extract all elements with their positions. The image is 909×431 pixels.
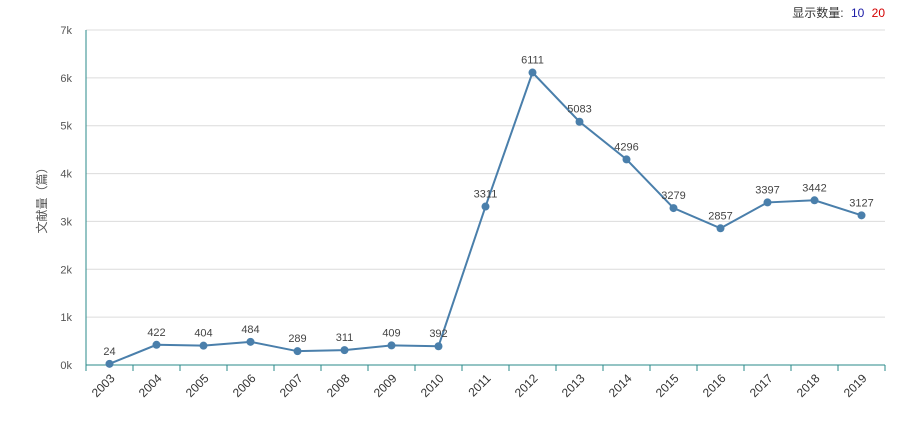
x-tick-label: 2018 — [794, 371, 823, 400]
data-label: 422 — [147, 327, 165, 339]
x-tick-label: 2005 — [183, 371, 212, 400]
display-count-option-10[interactable]: 10 — [850, 6, 865, 20]
data-label: 3279 — [661, 190, 685, 202]
data-point[interactable] — [857, 211, 866, 220]
y-axis-ticks: 0k 1k 2k 3k 4k 5k 6k 7k — [60, 25, 72, 372]
data-label: 6111 — [521, 55, 544, 67]
data-point[interactable] — [810, 196, 819, 205]
series — [105, 68, 866, 368]
x-tick-label: 2013 — [559, 371, 588, 400]
x-tick-label: 2016 — [700, 371, 729, 400]
data-label: 289 — [288, 333, 306, 345]
data-label: 3127 — [849, 197, 873, 209]
series-line — [109, 70, 862, 365]
data-point[interactable] — [340, 346, 349, 355]
y-tick-label: 7k — [60, 25, 72, 37]
display-count-control: 显示数量: 10 20 — [788, 4, 885, 21]
x-tick-label: 2007 — [277, 371, 306, 400]
data-point[interactable] — [293, 347, 302, 356]
x-tick-label: 2019 — [841, 371, 870, 400]
x-tick-label: 2011 — [465, 371, 493, 399]
data-point[interactable] — [622, 155, 631, 164]
data-label: 4296 — [614, 141, 638, 153]
y-tick-label: 6k — [60, 73, 72, 85]
y-axis-label: 文献量（篇） — [34, 161, 49, 233]
display-count-option-20[interactable]: 20 — [871, 6, 885, 20]
data-label: 311 — [336, 332, 354, 344]
x-tick-label: 2008 — [324, 371, 353, 400]
data-point[interactable] — [434, 342, 443, 351]
grid-lines — [86, 29, 885, 318]
data-label: 484 — [241, 324, 259, 336]
x-tick-label: 2009 — [371, 371, 400, 400]
data-point[interactable] — [716, 224, 725, 233]
data-point[interactable] — [669, 204, 678, 213]
data-label: 24 — [103, 346, 115, 358]
y-tick-label: 3k — [60, 216, 72, 228]
data-label: 2857 — [708, 210, 732, 222]
x-tick-label: 2004 — [136, 371, 165, 400]
y-tick-label: 0k — [60, 360, 72, 372]
x-tick-label: 2003 — [89, 371, 118, 400]
y-tick-label: 5k — [60, 121, 72, 133]
data-point[interactable] — [199, 341, 208, 350]
x-tick-label: 2010 — [418, 371, 447, 400]
x-axis-ticks: 2003 2004 2005 2006 2007 2008 2009 2010 2011 2012… — [85, 365, 886, 400]
data-point[interactable] — [387, 341, 396, 350]
data-point[interactable] — [528, 68, 537, 77]
x-tick-label: 2015 — [653, 371, 682, 400]
axes — [85, 30, 885, 366]
x-tick-label: 2017 — [747, 371, 776, 400]
data-labels: 24 422 404 484 289 311 409 392 3311 6111 5083 4296 3… — [103, 55, 873, 358]
display-count-label: 显示数量: — [792, 6, 844, 20]
data-label: 3397 — [755, 184, 779, 196]
data-label: 392 — [429, 328, 447, 340]
y-tick-label: 2k — [60, 264, 72, 276]
data-label: 404 — [194, 328, 212, 340]
data-point[interactable] — [105, 359, 114, 368]
data-label: 3442 — [802, 182, 826, 194]
data-point[interactable] — [575, 117, 584, 126]
data-point[interactable] — [152, 340, 161, 349]
data-label: 5083 — [567, 104, 591, 116]
y-tick-label: 4k — [60, 169, 72, 181]
x-tick-label: 2014 — [606, 371, 635, 400]
data-label: 3311 — [474, 189, 498, 201]
y-tick-label: 1k — [60, 312, 72, 324]
x-tick-label: 2006 — [230, 371, 259, 400]
data-point[interactable] — [246, 337, 255, 346]
data-point[interactable] — [763, 198, 772, 207]
data-point[interactable] — [481, 202, 490, 211]
x-tick-label: 2012 — [512, 371, 541, 400]
data-label: 409 — [382, 327, 400, 339]
